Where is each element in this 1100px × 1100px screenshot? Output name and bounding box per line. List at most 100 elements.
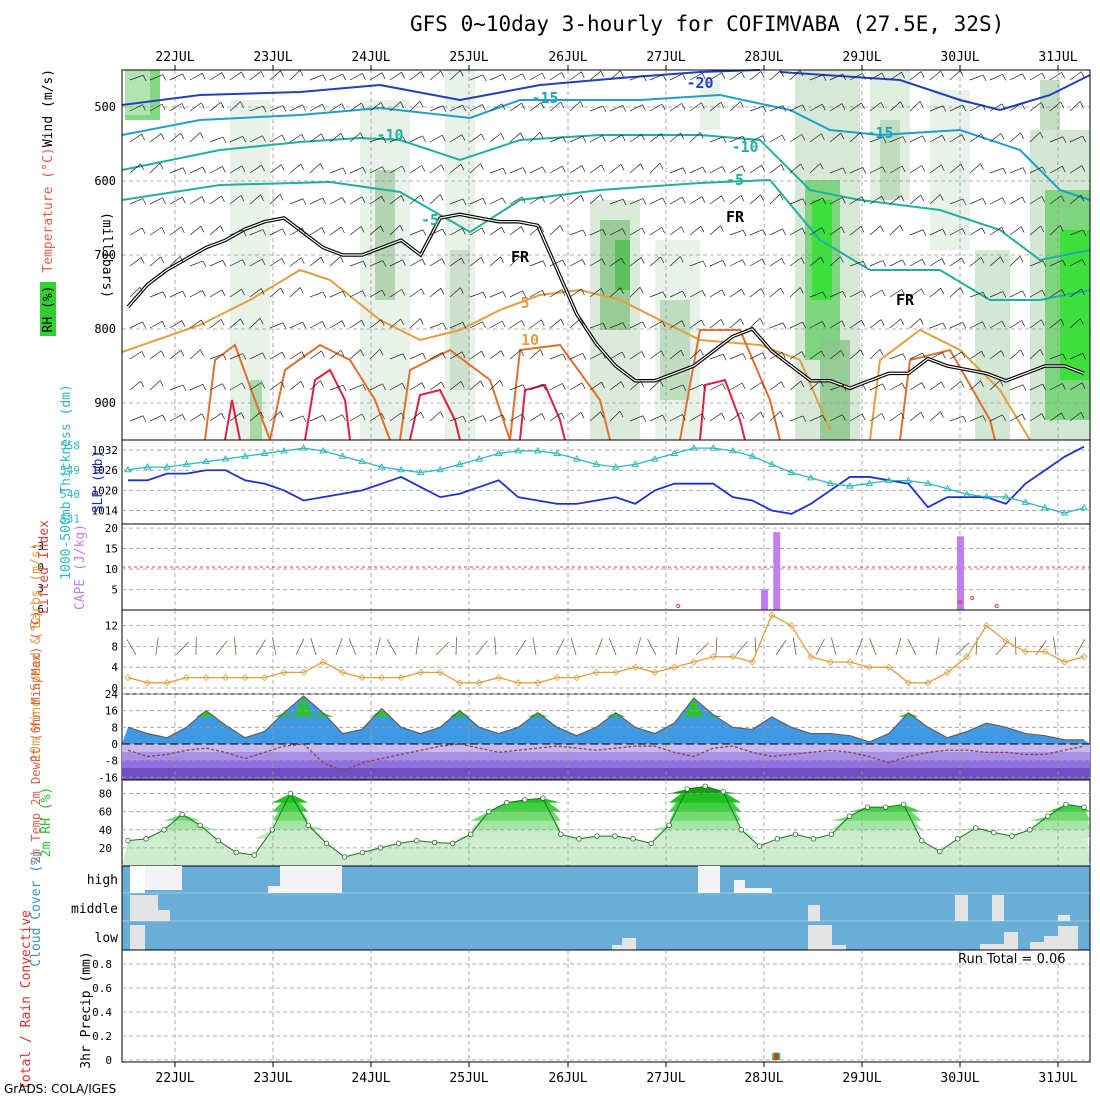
wind-barb [209, 225, 221, 236]
thickness-point [494, 449, 503, 457]
wind-barb [309, 350, 322, 360]
surface-wind-barb [234, 637, 237, 656]
wind-barb-flag [381, 289, 386, 297]
wind-barb-flag [441, 258, 446, 265]
wind-barb [889, 71, 902, 81]
wind-barb-flag [881, 196, 885, 203]
wind-barb-flag [642, 415, 647, 422]
wind-barb-flag [502, 414, 506, 422]
wind-barb-flag [722, 136, 727, 144]
wind-barb-flag [282, 105, 287, 112]
cape-bar [957, 536, 964, 610]
bottom-date-label: 25JUL [449, 1071, 488, 1086]
wind-barb-flag [802, 415, 807, 423]
wind-barb-flag [779, 411, 784, 418]
wind-barb [529, 413, 543, 422]
wind-barb [689, 196, 703, 205]
wind-barb-flag [520, 226, 525, 233]
thickness-point [885, 476, 893, 484]
surface-wind-barb [386, 639, 397, 656]
wind-barb-flag [641, 134, 645, 141]
wind-barb [889, 195, 902, 205]
dewpoint-band [122, 744, 1090, 752]
wind-barb-flag [299, 287, 304, 294]
wind-barb [469, 197, 483, 205]
rh-point [576, 836, 582, 842]
wind-speed-point [982, 622, 991, 630]
temperature-tick-label: 0 [111, 738, 118, 751]
thickness-point [806, 473, 815, 481]
wind-barb [549, 383, 563, 391]
wind-barb-flag [660, 133, 665, 140]
contour-label: -5 [421, 211, 439, 229]
wind-barb [429, 381, 442, 391]
wind-barb-flag [661, 227, 666, 234]
wind-barb [909, 165, 922, 174]
wind-barb-flag [1022, 290, 1026, 298]
wind-barb-flag [241, 289, 245, 296]
wind-barb [1049, 72, 1062, 81]
wind-barb-flag [279, 411, 284, 418]
contour-minus-20 [779, 71, 1091, 112]
wind-barb [249, 135, 263, 143]
wind-barb [989, 103, 1003, 112]
wind-barb [829, 167, 844, 174]
surface-wind-barb [830, 637, 837, 656]
wind-barb-flag [482, 104, 486, 111]
slp-axis-label: SLP (mb) [91, 451, 106, 514]
top-date-label: 25JUL [449, 50, 488, 65]
wind-barb-flag [762, 229, 767, 236]
wind-barb [1049, 165, 1063, 174]
wind-barb-flag [421, 382, 426, 389]
surface-wind-barb [295, 638, 305, 656]
wind-barb [389, 165, 403, 174]
wind-barb [629, 287, 641, 298]
thickness-point [241, 452, 249, 459]
wind-barb [629, 198, 644, 205]
wind-barb [889, 225, 901, 236]
wind-barb-flag [779, 194, 784, 201]
wind-barb-flag [502, 291, 507, 298]
rh-point [377, 845, 384, 851]
wind-barb-flag [619, 411, 624, 418]
wind-barb-flag [901, 165, 906, 173]
thickness-point [572, 454, 581, 462]
wind-barb-flag [841, 226, 845, 234]
wind-barb-flag [840, 350, 845, 357]
wind-barb [709, 319, 722, 329]
rh-point [504, 799, 510, 806]
wind-barb [249, 288, 262, 298]
wind-barb [949, 70, 961, 81]
wind-barb [869, 195, 882, 205]
wind-speed-point [495, 674, 503, 682]
wind-barb [129, 104, 143, 112]
wind-barb [709, 136, 724, 143]
wind-barb [589, 70, 602, 81]
rh-point [936, 848, 943, 855]
rh-area [122, 786, 1090, 866]
thickness-axis-label: 1000-500mb Thickness (dm) [59, 384, 74, 580]
wind-barb [509, 349, 521, 360]
wind-barb-flag [582, 353, 587, 360]
wind-barb-flag [519, 256, 524, 263]
wind-barb [729, 101, 741, 112]
wind-barb [209, 195, 222, 205]
wind-barb-flag [941, 164, 945, 171]
wind-barb [489, 380, 501, 391]
wind-barb [729, 353, 744, 360]
wind-barb [749, 194, 761, 205]
wind-barb-flag [1062, 353, 1067, 361]
wind-barb [869, 166, 883, 174]
wind-barb [209, 289, 223, 298]
wind-barb-flag [721, 289, 726, 296]
wind-barb-flag [462, 198, 467, 206]
wind-barb-flag [742, 136, 747, 143]
wind-barb-flag [702, 166, 707, 174]
wind-barb-flag [201, 319, 205, 327]
wind-barb-flag [142, 104, 146, 111]
wind-barb-flag [261, 382, 266, 389]
wind-barb [929, 322, 944, 329]
wind-speed-point [885, 663, 893, 671]
wind-barb-flag [342, 197, 346, 204]
